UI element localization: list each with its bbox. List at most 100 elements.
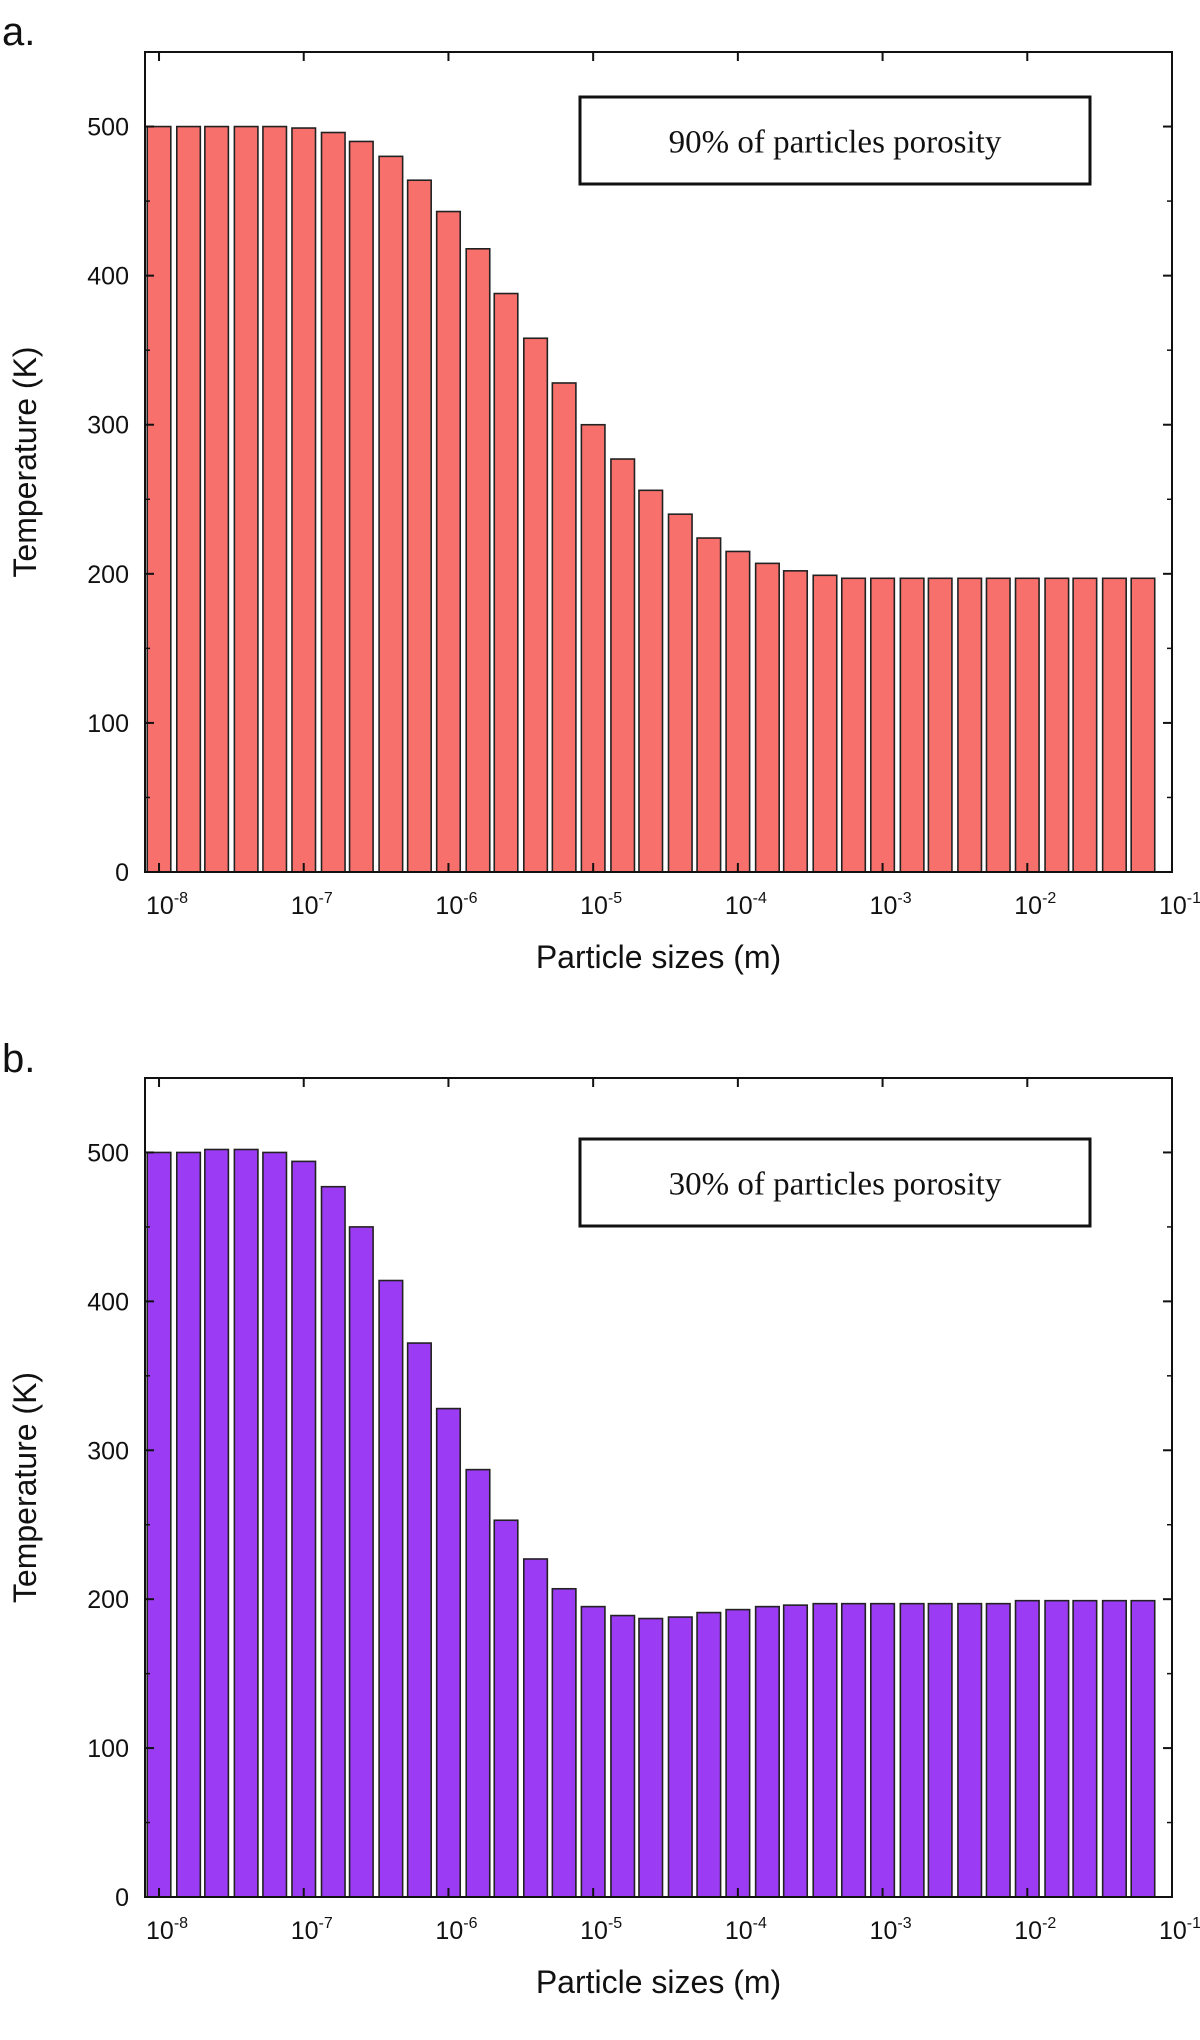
bar [465, 1468, 491, 1898]
x-tick-base: 10 [725, 1917, 753, 1945]
bar [146, 1151, 172, 1898]
bar [348, 1226, 374, 1898]
x-tick-label: 10-8 [146, 890, 188, 920]
y-tick-label: 0 [115, 859, 129, 887]
plot-frame [144, 1077, 1173, 1898]
x-tick-label: 10-2 [1014, 1915, 1056, 1945]
bar [1072, 1599, 1098, 1898]
x-tick-exponent: -6 [463, 890, 477, 907]
x-tick-exponent: -8 [174, 890, 188, 907]
x-tick-label: 10-6 [435, 890, 477, 920]
bar [1072, 577, 1098, 873]
x-tick-label: 10-6 [435, 1915, 477, 1945]
bar [204, 125, 230, 873]
y-axis: 0 100 200 300 400 500 [87, 114, 1172, 887]
x-tick-base: 10 [435, 1917, 463, 1945]
x-axis: 10-8 10-7 10-6 10-5 10-4 10-3 10-2 10-1 [146, 52, 1200, 920]
bar [1014, 1599, 1040, 1898]
x-axis-title: Particle sizes (m) [536, 939, 781, 975]
bar [262, 125, 288, 873]
x-tick-label: 10-8 [146, 1915, 188, 1945]
y-tick-label: 0 [115, 1884, 129, 1912]
x-tick-base: 10 [580, 892, 608, 920]
annotation-text: 30% of particles porosity [669, 1167, 1002, 1203]
bar [985, 1602, 1011, 1898]
bar [493, 292, 519, 873]
x-tick-exponent: -4 [753, 1915, 767, 1932]
bar [1044, 1599, 1070, 1898]
bar [927, 577, 953, 873]
bar [522, 1558, 549, 1898]
x-tick-label: 10-3 [870, 1915, 912, 1945]
y-tick-label: 400 [87, 1288, 129, 1316]
bar [957, 577, 983, 873]
x-tick-base: 10 [146, 1917, 174, 1945]
bar [754, 562, 780, 873]
bar [667, 1616, 693, 1898]
x-tick-exponent: -7 [319, 890, 333, 907]
x-tick-exponent: -3 [897, 1915, 911, 1932]
bar [233, 1148, 259, 1898]
bar [580, 423, 606, 873]
bar [985, 577, 1011, 873]
bar [610, 458, 636, 873]
bar [899, 577, 925, 873]
y-axis: 0 100 200 300 400 500 [87, 1139, 1172, 1912]
x-tick-label: 10-2 [1014, 890, 1056, 920]
y-tick-label: 100 [87, 710, 129, 738]
x-tick-exponent: -2 [1042, 1915, 1056, 1932]
y-tick-label: 300 [87, 1437, 129, 1465]
bar [782, 570, 809, 873]
x-tick-label: 10-1 [1159, 890, 1200, 920]
bar [899, 1602, 925, 1898]
x-tick-label: 10-4 [725, 1915, 767, 1945]
bar [696, 1611, 722, 1898]
x-tick-base: 10 [870, 892, 898, 920]
y-axis-title: Temperature (K) [7, 1372, 43, 1603]
x-tick-exponent: -1 [1187, 890, 1200, 907]
y-tick-label: 500 [87, 114, 129, 142]
x-tick-base: 10 [1159, 1917, 1187, 1945]
bar [204, 1148, 230, 1898]
annotation-frame [578, 95, 1092, 186]
annotation-box: 30% of particles porosity [578, 1137, 1092, 1228]
bar [435, 210, 462, 873]
panel-label: a. [2, 10, 35, 54]
x-tick-label: 10-3 [870, 890, 912, 920]
bar [233, 125, 259, 873]
y-tick-label: 500 [87, 1139, 129, 1167]
bar [551, 382, 577, 873]
x-tick-exponent: -1 [1187, 1915, 1200, 1932]
x-tick-base: 10 [291, 1917, 319, 1945]
x-tick-exponent: -7 [319, 1915, 333, 1932]
bar [957, 1602, 983, 1898]
x-tick-base: 10 [580, 1917, 608, 1945]
x-tick-exponent: -5 [608, 890, 622, 907]
bar [725, 1608, 751, 1898]
bar [493, 1519, 519, 1898]
bar [406, 1342, 432, 1898]
panel-label: b. [2, 1037, 35, 1081]
bar [1101, 1599, 1127, 1898]
x-axis: 10-8 10-7 10-6 10-5 10-4 10-3 10-2 10-1 [146, 1078, 1200, 1945]
y-axis-title: Temperature (K) [7, 346, 43, 577]
x-tick-exponent: -5 [608, 1915, 622, 1932]
y-tick-label: 400 [87, 263, 129, 291]
x-tick-label: 10-4 [725, 890, 767, 920]
annotation-frame [578, 1137, 1092, 1228]
bar [840, 1602, 867, 1898]
bar [782, 1604, 809, 1898]
x-tick-base: 10 [146, 892, 174, 920]
bar [522, 337, 549, 873]
x-tick-exponent: -3 [897, 890, 911, 907]
bar [1130, 577, 1156, 873]
bar [262, 1151, 288, 1898]
plot-frame [144, 51, 1173, 873]
bars [146, 125, 1156, 873]
bar [638, 489, 664, 873]
bar [927, 1602, 953, 1898]
y-tick-label: 300 [87, 412, 129, 440]
x-tick-exponent: -2 [1042, 890, 1056, 907]
x-tick-base: 10 [435, 892, 463, 920]
bar [754, 1605, 780, 1898]
